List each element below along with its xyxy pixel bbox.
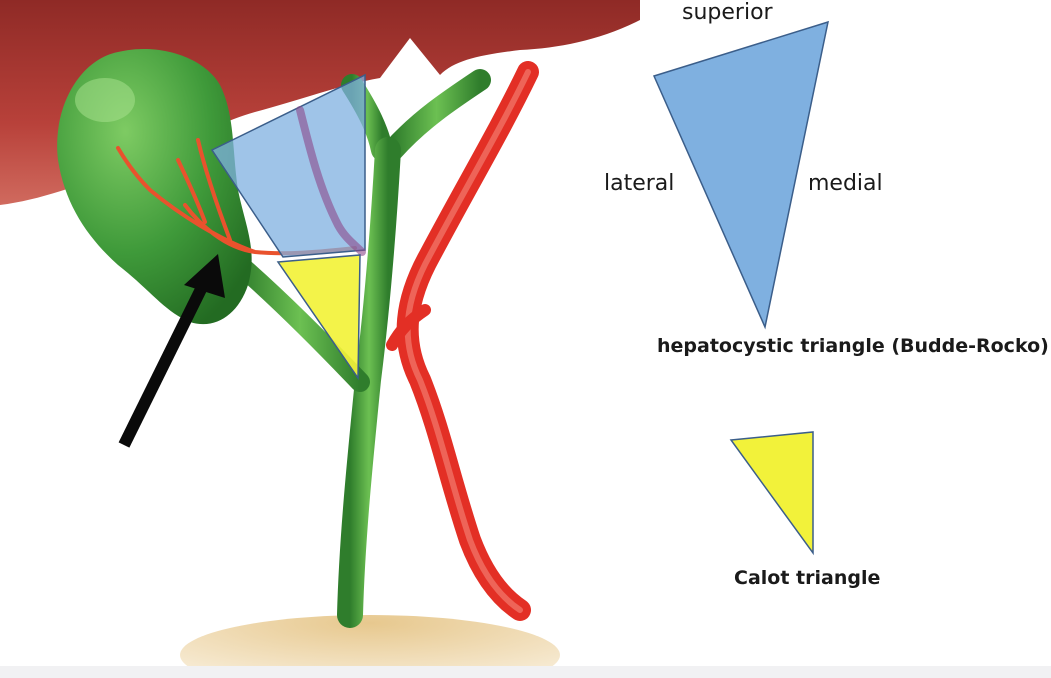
cystic-duct (230, 255, 370, 392)
label-superior: superior (682, 0, 773, 25)
arrow-shaft (118, 272, 214, 448)
legend-calot-triangle (729, 431, 814, 556)
hepatic-artery-highlight (404, 69, 531, 613)
cystic-artery (116, 138, 357, 256)
label-medial: medial (808, 171, 883, 196)
duct-branch-through-overlay (296, 106, 366, 256)
gallbladder-highlight (75, 78, 135, 122)
artery-branch-lower (386, 304, 431, 351)
left-hepatic-duct (382, 69, 491, 161)
arrowhead (184, 254, 225, 298)
duodenum (180, 615, 560, 678)
label-hepatocystic-triangle: hepatocystic triangle (Budde-Rocko) (657, 335, 1049, 357)
bottom-band (0, 666, 1051, 678)
label-lateral: lateral (604, 171, 675, 196)
label-calot-triangle: Calot triangle (734, 567, 881, 589)
calot-triangle-overlay (276, 254, 361, 381)
legend-hepatocystic-triangle (652, 20, 829, 330)
